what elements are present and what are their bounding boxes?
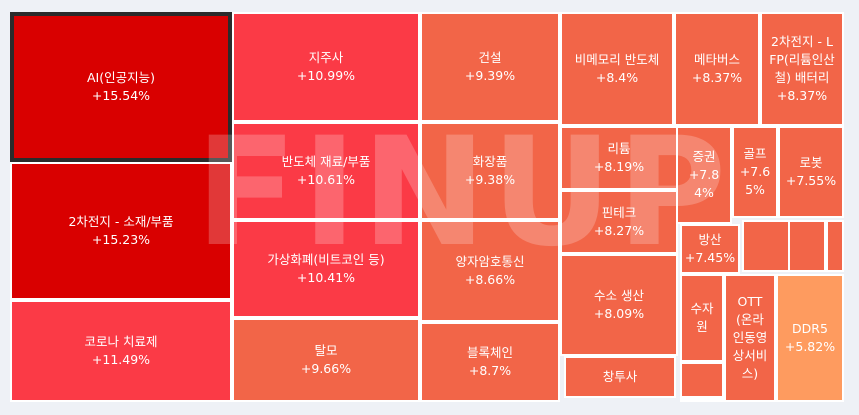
theme-name: 핀테크 xyxy=(601,204,637,220)
theme-tile[interactable]: 화장품 +9.38% xyxy=(420,122,560,220)
theme-tile-unlabeled[interactable] xyxy=(742,220,790,272)
theme-tile[interactable]: 지주사 +10.99% xyxy=(232,12,420,122)
theme-change-rate: +7.55% xyxy=(785,173,837,188)
theme-tile[interactable]: 가상화폐(비트코인 등) +10.41% xyxy=(232,220,420,318)
theme-name: OTT (온라 인동영 상서비 스) xyxy=(732,293,768,382)
theme-tile[interactable]: 로봇 +7.55% xyxy=(778,126,844,218)
theme-name: 반도체 재료/부품 xyxy=(281,153,371,169)
theme-tile[interactable]: 수자 원 xyxy=(680,274,724,362)
theme-tile-unlabeled[interactable] xyxy=(788,220,826,272)
theme-tile-unlabeled[interactable] xyxy=(680,362,724,398)
theme-name: 창투사 xyxy=(602,368,638,384)
theme-change-rate: +5.82% xyxy=(784,339,836,354)
theme-change-rate: +10.41% xyxy=(296,270,356,285)
theme-name: 로봇 xyxy=(799,154,823,170)
theme-change-rate: +15.23% xyxy=(91,232,151,247)
theme-tile[interactable]: OTT (온라 인동영 상서비 스) xyxy=(724,274,776,402)
theme-tile[interactable]: 2차전지 - 소재/부품 +15.23% xyxy=(10,162,232,300)
theme-name: 2차전지 - L FP(리튬인산 철) 배터리 xyxy=(769,33,835,85)
theme-change-rate: +8.37% xyxy=(691,70,743,85)
theme-name: 건설 xyxy=(478,49,502,65)
theme-tile[interactable]: 방산 +7.45% xyxy=(680,224,740,274)
theme-change-rate: +8.27% xyxy=(593,223,645,238)
theme-tile[interactable]: 창투사 xyxy=(564,356,676,398)
theme-change-rate: +10.99% xyxy=(296,68,356,83)
theme-tile[interactable]: 수소 생산 +8.09% xyxy=(560,254,678,356)
theme-change-rate: +11.49% xyxy=(91,352,151,367)
theme-tile[interactable]: 양자암호통신 +8.66% xyxy=(420,220,560,322)
theme-tile[interactable]: 증권 +7.8 4% xyxy=(676,126,732,224)
theme-name: 방산 xyxy=(698,231,722,247)
theme-change-rate: +7.6 5% xyxy=(739,163,771,198)
theme-name: 가상화폐(비트코인 등) xyxy=(267,251,385,267)
theme-name: 2차전지 - 소재/부품 xyxy=(68,213,174,229)
theme-tile[interactable]: 리튬 +8.19% xyxy=(560,126,678,190)
theme-tile[interactable]: 탈모 +9.66% xyxy=(232,318,420,402)
theme-name: 골프 xyxy=(743,145,767,161)
theme-name: 메타버스 xyxy=(693,51,740,67)
theme-tile[interactable]: 비메모리 반도체 +8.4% xyxy=(560,12,674,126)
theme-change-rate: +10.61% xyxy=(296,172,356,187)
theme-tile-unlabeled[interactable] xyxy=(826,220,844,272)
theme-name: 비메모리 반도체 xyxy=(574,51,660,67)
theme-tile[interactable]: 메타버스 +8.37% xyxy=(674,12,760,126)
theme-change-rate: +9.66% xyxy=(300,361,352,376)
theme-tile[interactable]: 반도체 재료/부품 +10.61% xyxy=(232,122,420,220)
theme-change-rate: +9.39% xyxy=(464,68,516,83)
theme-change-rate: +8.66% xyxy=(464,272,516,287)
theme-name: 화장품 xyxy=(472,153,508,169)
theme-change-rate: +8.09% xyxy=(593,306,645,321)
theme-tile[interactable]: 건설 +9.39% xyxy=(420,12,560,122)
theme-change-rate: +8.7% xyxy=(468,363,512,378)
theme-tile[interactable]: AI(인공지능) +15.54% xyxy=(10,12,232,162)
theme-change-rate: +8.19% xyxy=(593,159,645,174)
theme-change-rate: +7.8 4% xyxy=(688,166,720,201)
theme-change-rate: +9.38% xyxy=(464,172,516,187)
theme-tile[interactable]: 코로나 치료제 +11.49% xyxy=(10,300,232,402)
theme-name: 수소 생산 xyxy=(594,287,644,303)
theme-name: 탈모 xyxy=(314,342,338,358)
theme-name: 리튬 xyxy=(607,140,631,156)
theme-tile[interactable]: 골프 +7.6 5% xyxy=(732,126,778,218)
theme-name: 블록체인 xyxy=(466,344,513,360)
theme-name: 수자 원 xyxy=(690,300,714,334)
theme-change-rate: +8.37% xyxy=(776,88,828,104)
theme-name: 지주사 xyxy=(308,49,344,65)
theme-name: AI(인공지능) xyxy=(87,69,155,85)
theme-change-rate: +15.54% xyxy=(91,88,151,103)
theme-tile[interactable]: DDR5 +5.82% xyxy=(776,274,844,402)
theme-name: DDR5 xyxy=(792,320,828,336)
theme-tile[interactable]: 2차전지 - L FP(리튬인산 철) 배터리 +8.37% xyxy=(760,12,844,126)
theme-change-rate: +8.4% xyxy=(595,70,639,85)
theme-name: 코로나 치료제 xyxy=(84,333,158,349)
theme-tile-unlabeled[interactable] xyxy=(680,398,724,402)
theme-tile[interactable]: 핀테크 +8.27% xyxy=(560,190,678,254)
theme-change-rate: +7.45% xyxy=(684,250,736,265)
theme-tile[interactable]: 블록체인 +8.7% xyxy=(420,322,560,402)
theme-name: 양자암호통신 xyxy=(455,253,525,269)
theme-name: 증권 xyxy=(692,148,716,164)
